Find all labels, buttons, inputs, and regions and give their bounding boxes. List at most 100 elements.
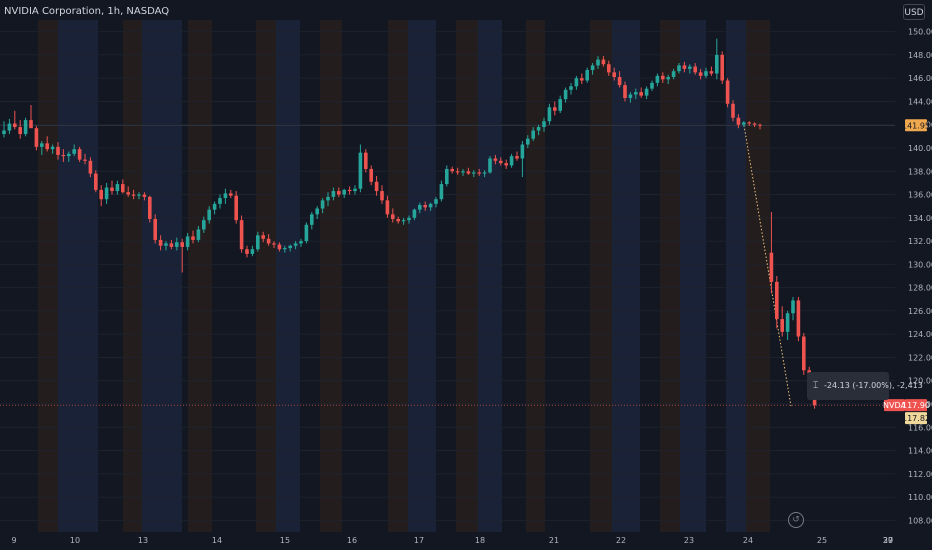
candle-body	[493, 158, 498, 161]
y-tick-label: 130.00	[908, 260, 932, 269]
candle-body	[455, 171, 460, 173]
candle-body	[364, 152, 368, 169]
candle-body	[153, 218, 157, 240]
symbol-label-text: NVDA	[883, 401, 906, 410]
candle-body	[509, 156, 514, 166]
candle-body	[131, 194, 136, 196]
candle-body	[499, 160, 503, 164]
prev-close-label: 141.95	[902, 119, 930, 132]
candle-body	[110, 187, 114, 192]
session-band	[276, 20, 300, 532]
candle-body	[558, 99, 562, 111]
candle-body	[72, 149, 76, 154]
candles	[2, 38, 817, 409]
x-tick-label: 17	[414, 536, 424, 545]
candle-body	[2, 130, 6, 135]
session-band	[746, 20, 770, 532]
candle-body	[67, 153, 71, 157]
session-band	[256, 20, 276, 532]
candle-body	[391, 214, 395, 219]
session-band	[680, 20, 706, 532]
candle-body	[61, 154, 66, 157]
y-tick-label: 140.00	[908, 144, 932, 153]
currency-button[interactable]: USD	[903, 4, 925, 20]
candle-body	[126, 192, 130, 195]
candle-body	[158, 239, 163, 246]
candle-body	[185, 236, 190, 247]
session-band	[526, 20, 545, 532]
candle-body	[628, 94, 633, 98]
reset-chart-icon[interactable]: ↺	[788, 512, 804, 528]
session-band	[660, 20, 680, 532]
candle-body	[239, 220, 244, 250]
candle-body	[29, 120, 33, 129]
candle-body	[531, 130, 535, 139]
candle-body	[121, 184, 125, 193]
candle-body	[83, 159, 87, 161]
x-tick-label: 21	[549, 536, 559, 545]
candle-body	[326, 196, 330, 201]
measure-label: -24.13 (-17.00%), -2,413	[824, 381, 923, 390]
candle-body	[234, 195, 238, 221]
candle-body	[250, 249, 255, 254]
candle-body	[677, 65, 681, 72]
candle-body	[18, 127, 22, 135]
prev-close-label-text: 141.95	[902, 121, 930, 130]
y-tick-label: 134.00	[908, 214, 932, 223]
candle-body	[671, 71, 676, 78]
x-tick-label: 15	[280, 536, 290, 545]
low-price-label-text: 117.82	[902, 414, 930, 423]
candle-body	[688, 66, 692, 69]
candle-body	[731, 103, 735, 118]
candle-body	[137, 194, 141, 196]
candle-body	[310, 214, 314, 225]
candle-body	[283, 248, 287, 250]
x-tick-label: 18	[475, 536, 485, 545]
y-tick-label: 120.00	[908, 377, 932, 386]
candle-body	[256, 235, 260, 250]
x-tick-label: 14	[212, 536, 222, 545]
candle-body	[785, 313, 790, 332]
candle-body	[401, 220, 406, 222]
price-axis[interactable]: 150.00148.00146.00144.00142.00140.00138.…	[908, 28, 932, 526]
candle-body	[407, 217, 411, 221]
candle-body	[396, 218, 400, 222]
candle-body	[293, 243, 298, 246]
candle-body	[245, 249, 249, 254]
session-band	[38, 20, 58, 532]
candle-body	[445, 168, 449, 185]
x-tick-label: 24	[743, 536, 753, 545]
y-tick-label: 114.00	[908, 447, 932, 456]
candle-body	[504, 163, 508, 166]
candle-body	[369, 168, 373, 182]
candle-body	[439, 184, 444, 200]
y-tick-label: 144.00	[908, 97, 932, 106]
candle-body	[13, 123, 17, 128]
candle-body	[650, 82, 654, 89]
candle-body	[115, 184, 120, 192]
x-tick-label: 23	[684, 536, 694, 545]
candle-body	[704, 71, 708, 76]
candle-body	[574, 78, 579, 87]
candle-body	[466, 171, 471, 174]
session-band	[478, 20, 502, 532]
candle-body	[148, 196, 152, 219]
candle-body	[320, 200, 325, 209]
candle-body	[477, 172, 481, 174]
y-tick-label: 108.00	[908, 516, 932, 525]
candle-body	[752, 123, 757, 125]
candle-body	[709, 71, 714, 74]
candle-body	[612, 72, 616, 78]
session-band	[142, 20, 182, 532]
candle-body	[461, 171, 465, 173]
x-tick-label: 9	[11, 536, 16, 545]
candle-body	[385, 200, 390, 215]
candle-body	[56, 146, 60, 155]
candle-body	[77, 149, 82, 160]
candle-body	[299, 241, 303, 244]
x-tick-label: 25	[817, 536, 827, 545]
last-price-label-text: 117.90	[902, 401, 930, 410]
candle-body	[266, 238, 271, 244]
